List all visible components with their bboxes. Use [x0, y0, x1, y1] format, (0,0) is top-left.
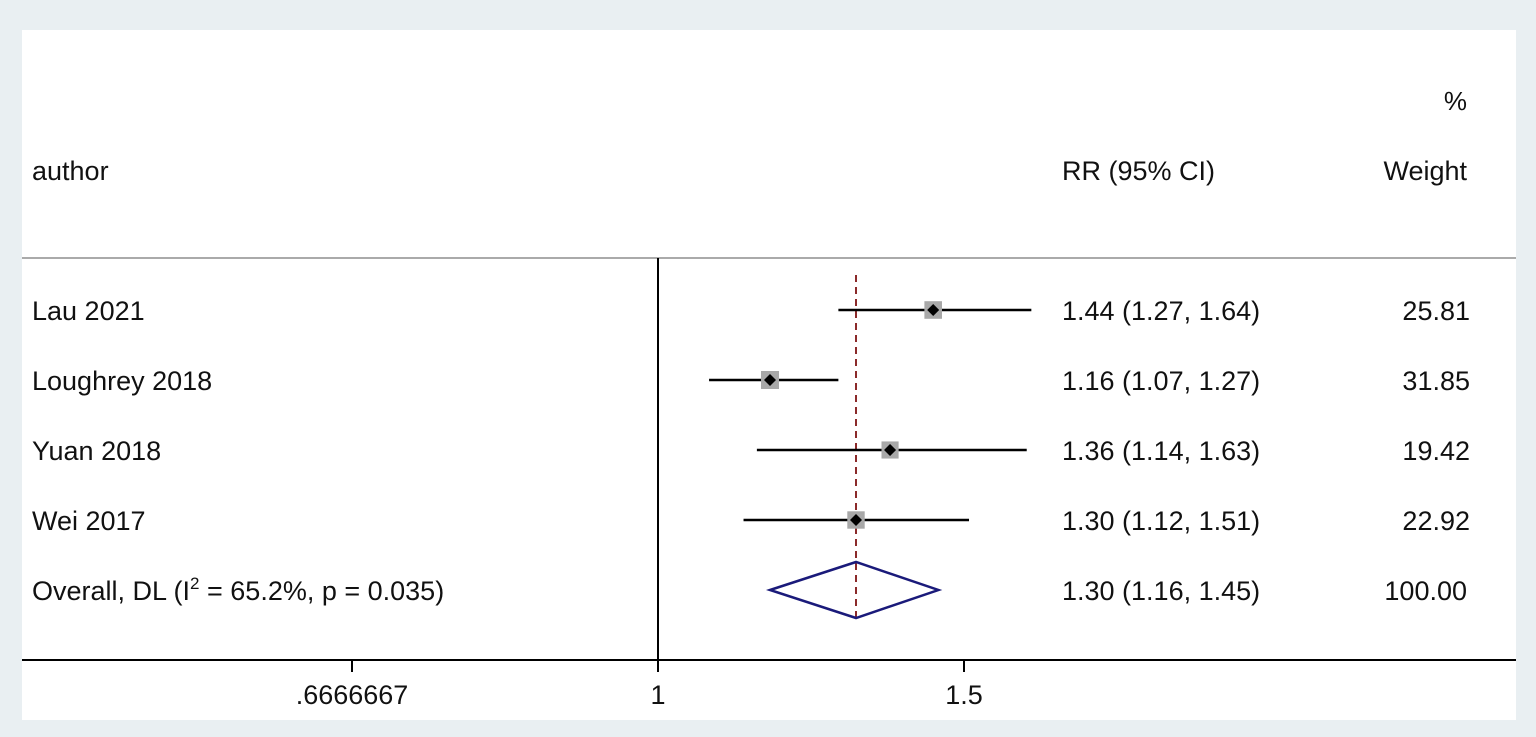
weight-text: 22.92 [1402, 506, 1470, 536]
x-tick-label: 1.5 [945, 680, 983, 710]
point-estimate [764, 374, 777, 386]
study-label: Yuan 2018 [32, 436, 161, 466]
overall-ci-text: 1.30 (1.16, 1.45) [1062, 576, 1260, 606]
overall-label-pre: Overall, DL (I [32, 576, 190, 606]
overall-weight-text: 100.00 [1384, 576, 1467, 606]
point-estimate [927, 304, 940, 316]
effect-ci-text: 1.44 (1.27, 1.64) [1062, 296, 1260, 326]
study-label: Lau 2021 [32, 296, 145, 326]
weight-header-percent: % [1444, 86, 1467, 116]
weight-text: 25.81 [1402, 296, 1470, 326]
overall-diamond [765, 560, 943, 620]
plot-panel: % author RR (95% CI) Weight Lau 2021 1.44… [22, 30, 1516, 720]
weight-column-header: Weight [1383, 156, 1467, 186]
point-estimate [850, 514, 863, 526]
study-column-header: author [32, 156, 109, 186]
x-axis: .6666667 1 1.5 [22, 659, 1516, 710]
overall-row: Overall, DL (I2 = 65.2%, p = 0.035) 1.30 … [32, 560, 1467, 620]
weight-text: 19.42 [1402, 436, 1470, 466]
effect-ci-text: 1.36 (1.14, 1.63) [1062, 436, 1260, 466]
overall-label-superscript: 2 [190, 574, 199, 593]
study-row: Lau 2021 1.44 (1.27, 1.64) 25.81 [32, 296, 1470, 326]
point-estimate [884, 444, 897, 456]
forest-plot: % author RR (95% CI) Weight Lau 2021 1.44… [22, 86, 1516, 710]
overall-label-post: = 65.2%, p = 0.035) [200, 576, 445, 606]
effect-ci-text: 1.16 (1.07, 1.27) [1062, 366, 1260, 396]
study-label: Loughrey 2018 [32, 366, 212, 396]
study-row: Wei 2017 1.30 (1.12, 1.51) 22.92 [32, 506, 1470, 536]
x-tick-label: .6666667 [296, 680, 409, 710]
study-row: Yuan 2018 1.36 (1.14, 1.63) 19.42 [32, 436, 1470, 466]
study-row: Loughrey 2018 1.16 (1.07, 1.27) 31.85 [32, 366, 1470, 396]
x-tick-label: 1 [650, 680, 665, 710]
weight-text: 31.85 [1402, 366, 1470, 396]
overall-label: Overall, DL (I2 = 65.2%, p = 0.035) [32, 574, 444, 606]
study-rows: Lau 2021 1.44 (1.27, 1.64) 25.81 Loughrey 2… [32, 296, 1470, 536]
effect-ci-text: 1.30 (1.12, 1.51) [1062, 506, 1260, 536]
study-label: Wei 2017 [32, 506, 146, 536]
effect-column-header: RR (95% CI) [1062, 156, 1215, 186]
